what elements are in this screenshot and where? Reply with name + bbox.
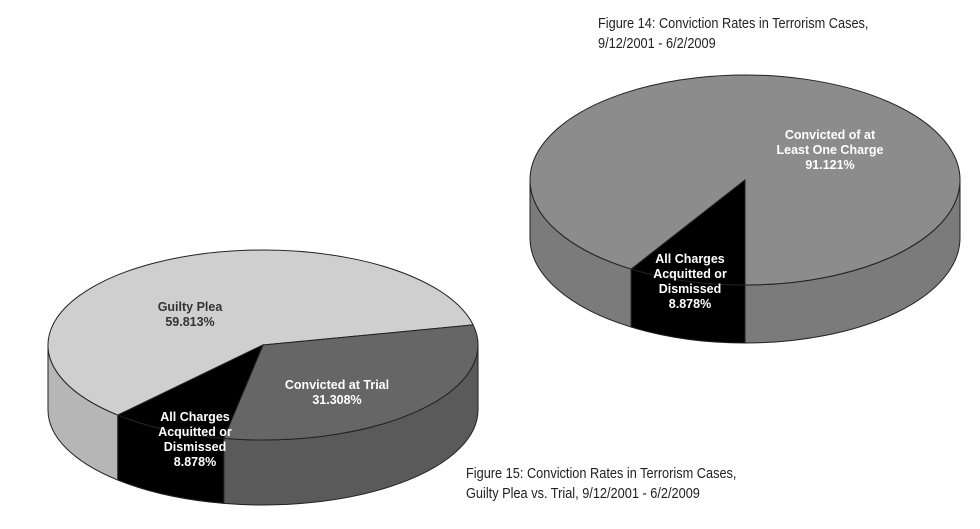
pie2-slice-0	[47, 249, 474, 416]
slice-label-line: Convicted at Trial	[284, 378, 390, 392]
slice-label-line: Dismissed	[658, 282, 722, 296]
pie2-slice-label-0: Guilty Plea 59.813%	[158, 300, 223, 330]
slice-value-text: 8.878%	[173, 455, 217, 469]
slice-value-text: 31.308%	[312, 393, 362, 407]
figure-14-title-line2: 9/12/2001 - 6/2/2009	[598, 35, 716, 52]
slice-label-line: Acquitted or	[158, 425, 232, 439]
slice-value-text: 8.878%	[668, 297, 712, 311]
pie1-slice-label-0: Convicted of at Least One Charge 91.121%	[777, 128, 884, 173]
pie2-slice-label-1: Convicted at Trial 31.308%	[285, 378, 389, 408]
pie1-slice-0	[529, 74, 961, 286]
pie2-slice-1	[223, 324, 479, 441]
slice-label-line: All Charges	[655, 252, 725, 266]
slice-value-text: 91.121%	[805, 158, 855, 172]
slice-label-line: Convicted of at	[784, 128, 876, 142]
pie2-slice-label-2: All Charges Acquitted or Dismissed 8.878%	[158, 410, 232, 470]
figure-15-title: Figure 15: Conviction Rates in Terrorism…	[466, 464, 736, 504]
slice-label-line: Least One Charge	[776, 143, 884, 157]
slice-label-line: Acquitted or	[653, 267, 727, 281]
pie1-slice-1	[630, 178, 746, 286]
slice-label-line: Guilty Plea	[157, 300, 223, 314]
slice-value-text: 59.813%	[165, 315, 215, 329]
figure-15-title-line2: Guilty Plea vs. Trial, 9/12/2001 - 6/2/2…	[466, 485, 700, 502]
slice-label-line: Dismissed	[163, 440, 227, 454]
slice-label-line: All Charges	[160, 410, 230, 424]
pie1-slice-label-1: All Charges Acquitted or Dismissed 8.878%	[653, 252, 727, 312]
figure-14-title-line1: Figure 14: Conviction Rates in Terrorism…	[598, 15, 869, 32]
figure-15-title-line1: Figure 15: Conviction Rates in Terrorism…	[466, 465, 737, 482]
pie2-slice-2	[116, 343, 264, 439]
figure-14-title: Figure 14: Conviction Rates in Terrorism…	[598, 14, 868, 54]
